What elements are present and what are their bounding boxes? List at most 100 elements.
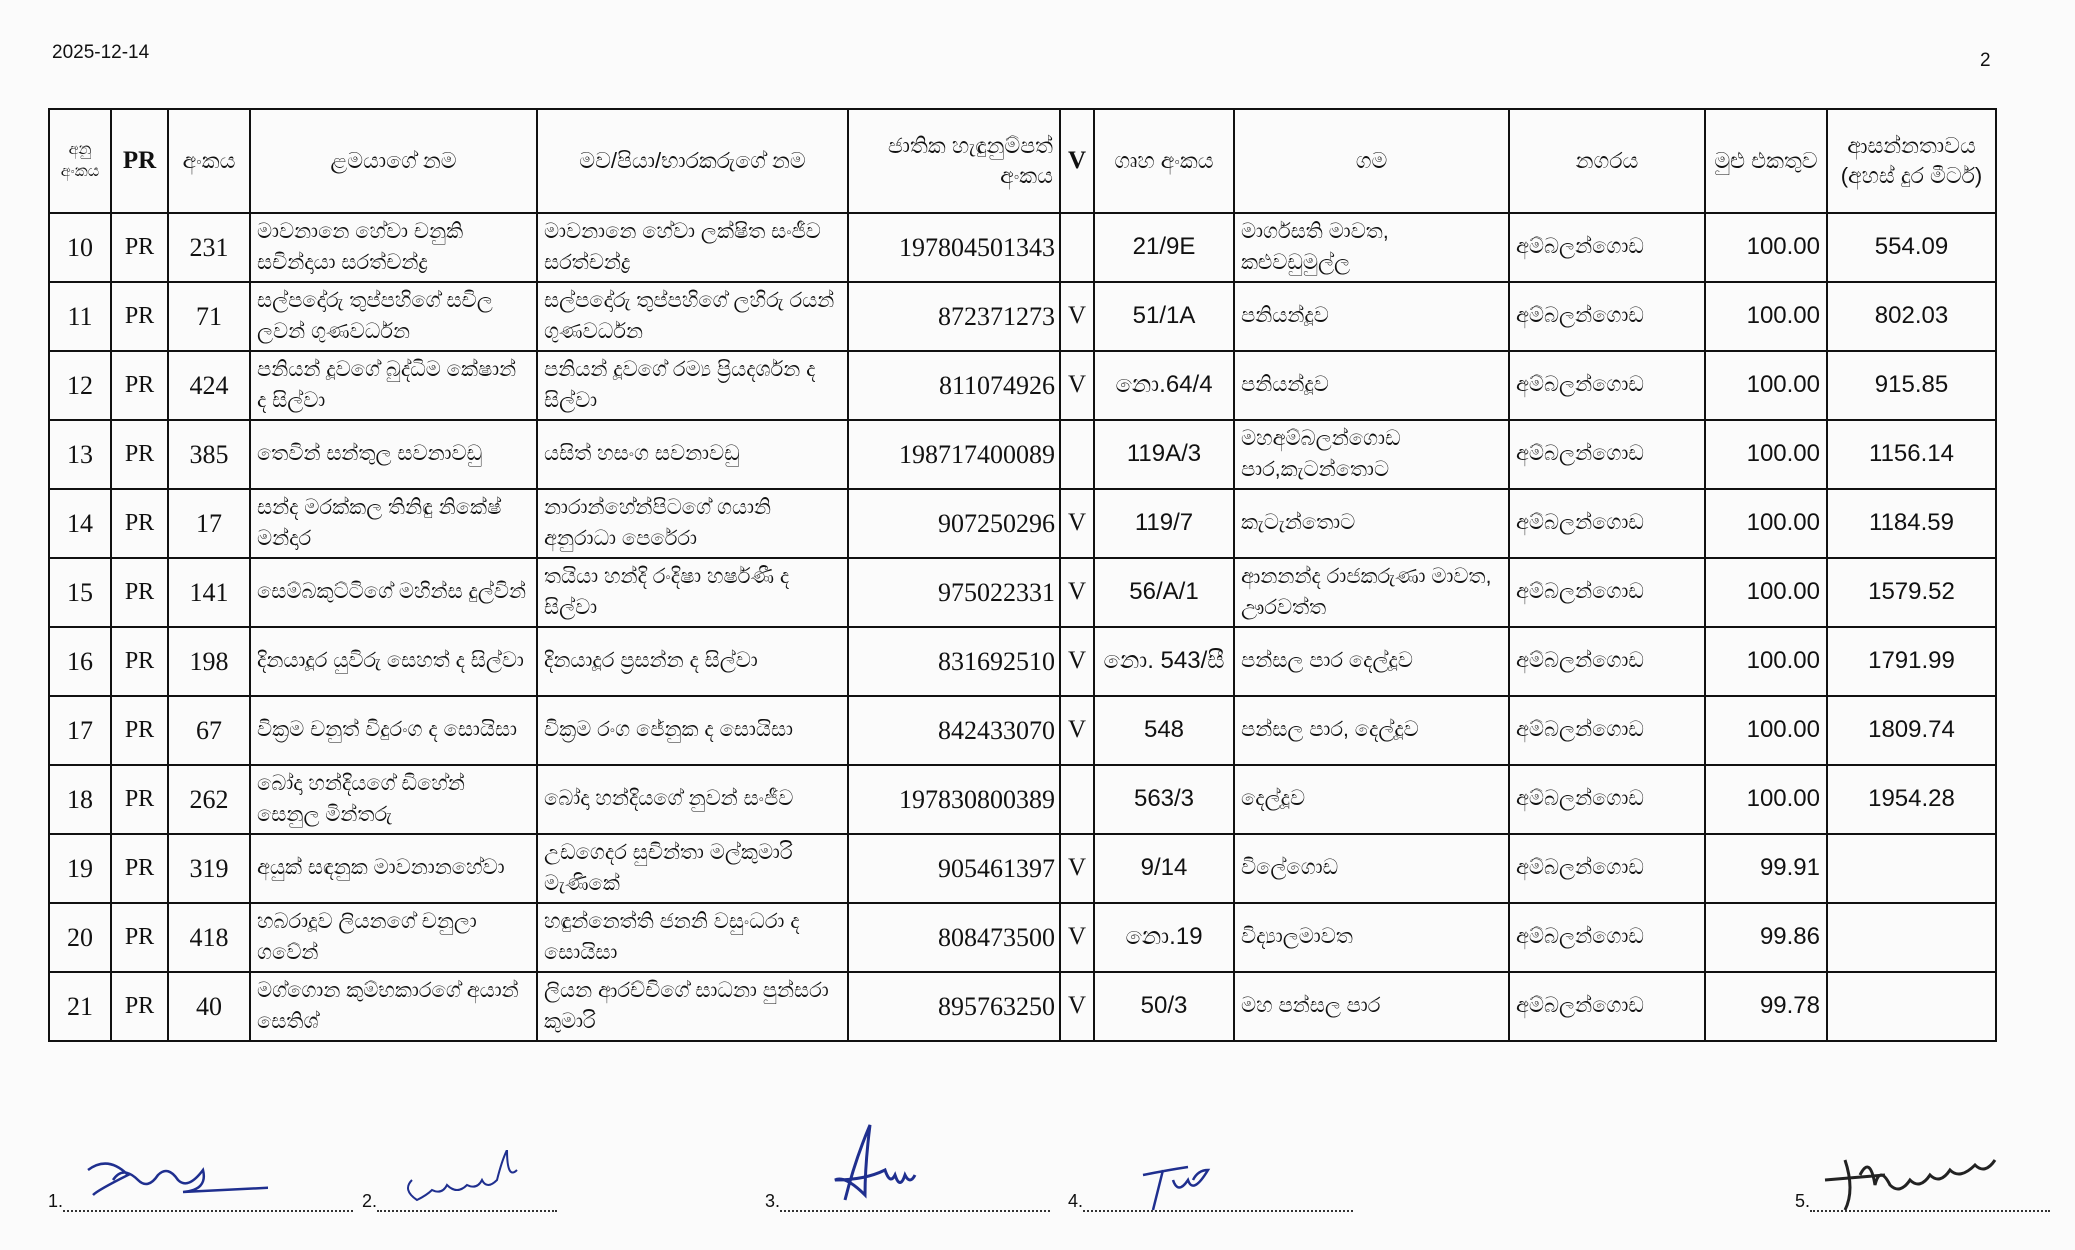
table-row: 17 PR 67 වික්‍රම චනුත් විදුරංග ද සොයිසා වික්… (48, 695, 1997, 766)
serial-cell: 20 (48, 902, 112, 973)
table-row: 16 PR 198 දිනයාදූර යුවිරු සෙහත් ද සිල්වා දින… (48, 626, 1997, 697)
distance-cell: 1184.59 (1826, 488, 1997, 559)
city-cell: අම්බලන්ගොඩ (1508, 971, 1706, 1042)
child-name-cell: පනියන් දූවගේ බුද්ධිම කේෂාන් ද සිල්වා (249, 350, 538, 421)
nic-cell: 872371273 (847, 281, 1061, 352)
column-header-number: අංකය (167, 108, 251, 214)
nic-cell: 842433070 (847, 695, 1061, 766)
pr-cell: PR (110, 695, 169, 766)
house-number-cell: 51/1A (1093, 281, 1235, 352)
parent-name-cell: හඳුන්නෙත්ති ජනනි වසුංධරා ද සොයිසා (536, 902, 849, 973)
total-cell: 100.00 (1704, 695, 1828, 766)
serial-cell: 17 (48, 695, 112, 766)
child-name-cell: වික්‍රම චනුත් විදුරංග ද සොයිසා (249, 695, 538, 766)
column-header-city: නගරය (1508, 108, 1706, 214)
v-flag-cell: V (1059, 695, 1095, 766)
table-row: 21 PR 40 මග්ගොන කුම්භකාරගේ අයාන් සෙතිශ් ලියන… (48, 971, 1997, 1042)
table-row: 15 PR 141 සෙම්බකුට්ටිගේ මහින්ස දුල්වින් තයිය… (48, 557, 1997, 628)
pr-cell: PR (110, 626, 169, 697)
document-date: 2025-12-14 (52, 42, 150, 63)
nic-cell: 905461397 (847, 833, 1061, 904)
nic-cell: 895763250 (847, 971, 1061, 1042)
signature-slot-1: 1. (48, 1162, 354, 1212)
total-cell: 100.00 (1704, 626, 1828, 697)
column-header-total: මුළු එකතුව (1704, 108, 1828, 214)
signature-label: 4. (1068, 1191, 1084, 1211)
distance-cell (1826, 971, 1997, 1042)
signature-slot-2: 2. (362, 1150, 558, 1212)
total-cell: 99.91 (1704, 833, 1828, 904)
signature-slot-3: 3. (765, 1124, 1051, 1212)
table-row: 19 PR 319 අයුක් සඳනුක මාවනානහේවා උඩගෙදර සුචි… (48, 833, 1997, 904)
number-cell: 319 (167, 833, 251, 904)
serial-cell: 19 (48, 833, 112, 904)
number-cell: 424 (167, 350, 251, 421)
city-cell: අම්බලන්ගොඩ (1508, 764, 1706, 835)
column-header-serial: අනු අංකය (48, 108, 112, 214)
city-cell: අම්බලන්ගොඩ (1508, 902, 1706, 973)
child-name-cell: සල්පදෝරු තුප්පහිගේ සචිල ලවන් ගුණවර්ධන (249, 281, 538, 352)
nic-cell: 197804501343 (847, 212, 1061, 283)
distance-cell: 1791.99 (1826, 626, 1997, 697)
column-header-distance: ආසන්නතාවය (අහස් දුර මීටර්) (1826, 108, 1997, 214)
signature-1-image (87, 1162, 268, 1196)
village-cell: මාර්ගසති මාවත, කළුවඩුමුල්ල (1233, 212, 1510, 283)
child-name-cell: මාවනානෙ හේවා චනුකි සචින්දායා සරත්චන්ද්‍ර (249, 212, 538, 283)
signature-slot-5: 5. (1795, 1159, 2051, 1212)
parent-name-cell: සල්පදෝරු තුප්පහිගේ ලහිරු රයන් ගුණවර්ධන (536, 281, 849, 352)
nic-cell: 198717400089 (847, 419, 1061, 490)
serial-cell: 18 (48, 764, 112, 835)
city-cell: අම්බලන්ගොඩ (1508, 557, 1706, 628)
signature-label: 2. (362, 1191, 378, 1211)
distance-cell (1826, 833, 1997, 904)
column-header-v: V (1059, 108, 1095, 214)
pr-cell: PR (110, 764, 169, 835)
column-header-nic: ජාතික හැඳුනුම්පත් අංකය (847, 108, 1061, 214)
pr-cell: PR (110, 212, 169, 283)
village-cell: පනියන්දූව (1233, 350, 1510, 421)
total-cell: 100.00 (1704, 419, 1828, 490)
pr-cell: PR (110, 833, 169, 904)
table-row: 10 PR 231 මාවනානෙ හේවා චනුකි සචින්දායා සරත්… (48, 212, 1997, 283)
parent-name-cell: බෝදා හන්දියගේ නුවන් සංජීව (536, 764, 849, 835)
distance-cell (1826, 902, 1997, 973)
child-name-cell: දිනයාදූර යුවිරු සෙහත් ද සිල්වා (249, 626, 538, 697)
nic-cell: 907250296 (847, 488, 1061, 559)
child-name-cell: හබරාදූව ලියනගේ චනුලා ගවේන් (249, 902, 538, 973)
number-cell: 17 (167, 488, 251, 559)
parent-name-cell: මාවනානෙ හේවා ලක්ෂිත සංජීව සරත්චන්ද්‍ර (536, 212, 849, 283)
house-number-cell: 21/9E (1093, 212, 1235, 283)
distance-cell: 802.03 (1826, 281, 1997, 352)
number-cell: 231 (167, 212, 251, 283)
parent-name-cell: උඩගෙදර සුචින්තා මල්කුමාරි මැණිකේ (536, 833, 849, 904)
table-header-row: අනු අංකය PR අංකය ළමයාගේ නම මව/පියා/භාරකර… (48, 108, 1997, 214)
v-flag-cell: V (1059, 833, 1095, 904)
parent-name-cell: යසිත් හසංග සවනාවඩු (536, 419, 849, 490)
pr-cell: PR (110, 350, 169, 421)
column-header-child-name: ළමයාගේ නම (249, 108, 538, 214)
student-list-table: අනු අංකය PR අංකය ළමයාගේ නම මව/පියා/භාරකර… (48, 108, 1997, 1042)
parent-name-cell: නාරාන්හේන්පිටගේ ගයානි අනුරාධා පෙරේරා (536, 488, 849, 559)
village-cell: දෙල්දූව (1233, 764, 1510, 835)
table-row: 18 PR 262 බෝදා හන්දියගේ ඩිහේන් සෙනුල මින්තර… (48, 764, 1997, 835)
number-cell: 418 (167, 902, 251, 973)
village-cell: මහඅම්බලන්ගොඩ පාර,කැටන්තොට (1233, 419, 1510, 490)
distance-cell: 915.85 (1826, 350, 1997, 421)
number-cell: 262 (167, 764, 251, 835)
number-cell: 198 (167, 626, 251, 697)
column-header-house-number: ගෘහ අංකය (1093, 108, 1235, 214)
number-cell: 40 (167, 971, 251, 1042)
city-cell: අම්බලන්ගොඩ (1508, 833, 1706, 904)
table-row: 20 PR 418 හබරාදූව ලියනගේ චනුලා ගවේන් හඳුන්නෙ… (48, 902, 1997, 973)
total-cell: 100.00 (1704, 281, 1828, 352)
village-cell: පන්සල පාර දෙල්දූව (1233, 626, 1510, 697)
parent-name-cell: තයියා හන්දි රංදිෂා හර්ෂණී ද සිල්වා (536, 557, 849, 628)
village-cell: මහ පන්සල පාර (1233, 971, 1510, 1042)
distance-cell: 554.09 (1826, 212, 1997, 283)
signature-label: 1. (48, 1191, 64, 1211)
city-cell: අම්බලන්ගොඩ (1508, 212, 1706, 283)
nic-cell: 831692510 (847, 626, 1061, 697)
nic-cell: 197830800389 (847, 764, 1061, 835)
parent-name-cell: ලියන ආරච්චිගේ සාධනා පුන්සරා කුමාරි (536, 971, 849, 1042)
pr-cell: PR (110, 419, 169, 490)
